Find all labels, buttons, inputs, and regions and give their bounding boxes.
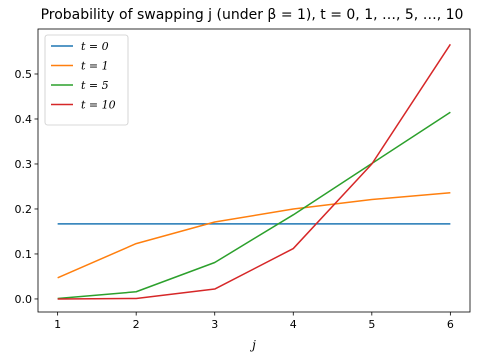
x-tick-label: 4	[290, 318, 297, 331]
series-line-3	[57, 43, 451, 300]
y-tick-label: 0.4	[15, 113, 33, 126]
chart-title: Probability of swapping j (under β = 1),…	[41, 7, 464, 23]
legend-label: t = 0	[81, 40, 109, 53]
x-tick-label: 5	[368, 318, 375, 331]
y-tick-label: 0.0	[15, 293, 33, 306]
y-tick-label: 0.2	[15, 203, 33, 216]
x-tick-label: 1	[54, 318, 61, 331]
x-tick-label: 2	[133, 318, 140, 331]
y-tick-label: 0.1	[15, 248, 33, 261]
y-tick-label: 0.3	[15, 158, 33, 171]
plot-frame	[37, 28, 471, 313]
x-tick-label: 6	[447, 318, 454, 331]
legend-label: t = 1	[81, 60, 109, 73]
legend-box	[44, 34, 129, 126]
x-axis-label: j	[249, 338, 256, 352]
series-line-2	[57, 111, 451, 300]
legend-label: t = 10	[81, 99, 116, 112]
series-line-1	[57, 192, 451, 279]
legend: t = 0 t = 1 t = 5 t = 10	[44, 34, 129, 126]
x-tick-label: 3	[211, 318, 218, 331]
y-tick-label: 0.5	[15, 68, 33, 81]
legend-label: t = 5	[81, 79, 109, 92]
